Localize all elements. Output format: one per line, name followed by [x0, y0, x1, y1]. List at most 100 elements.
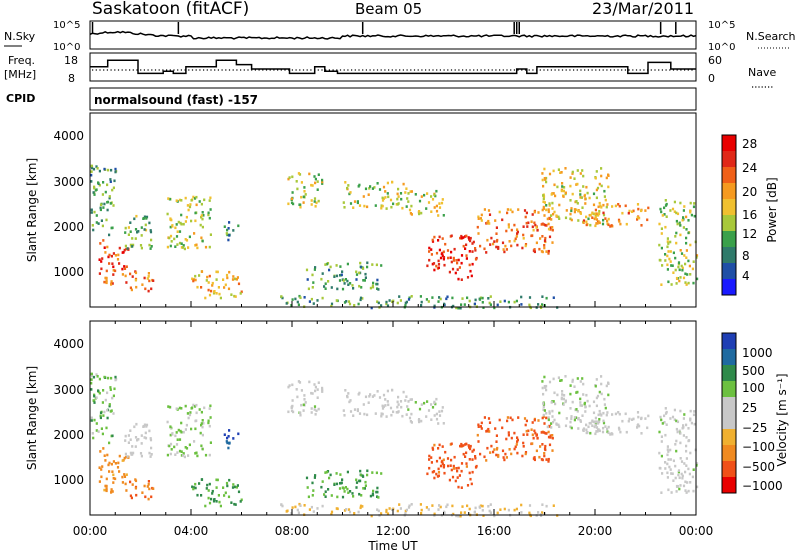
- power-cell: [211, 284, 214, 287]
- power-cell: [672, 271, 675, 274]
- power-cell: [557, 168, 560, 171]
- power-cell: [215, 292, 218, 295]
- power-cell: [676, 212, 680, 216]
- velocity-cell: [371, 471, 374, 474]
- power-cell: [669, 250, 672, 253]
- velocity-cell: [118, 454, 121, 458]
- power-cell: [239, 292, 242, 295]
- power-cell: [103, 167, 106, 171]
- cpid-panel: CPID normalsound (fast) -157: [6, 87, 697, 111]
- velocity-cell: [112, 460, 115, 463]
- noise-panel: N.Sky 10^5 10^0 10^5 10^0 N.Search: [4, 20, 796, 53]
- velocity-cell: [143, 423, 146, 427]
- power-cell: [683, 205, 686, 208]
- power-cell: [451, 296, 454, 300]
- velocity-cell: [369, 393, 372, 396]
- velocity-cell: [495, 448, 498, 451]
- velocity-cell: [420, 508, 423, 512]
- velocity-cell: [145, 423, 149, 427]
- power-cell: [592, 212, 595, 216]
- velocity-cell: [520, 503, 523, 507]
- velocity-cell: [595, 420, 598, 423]
- velocity-cell: [556, 393, 559, 397]
- power-cell: [680, 264, 683, 268]
- velocity-cell: [435, 412, 438, 416]
- velocity-cell: [385, 508, 388, 512]
- velocity-cell: [569, 425, 572, 429]
- velocity-cell: [585, 428, 588, 432]
- power-cell: [675, 282, 678, 285]
- power-cell: [191, 277, 194, 281]
- velocity-cell: [448, 478, 451, 482]
- power-cell: [198, 200, 201, 203]
- velocity-cell: [548, 443, 552, 447]
- power-cell: [288, 176, 291, 179]
- velocity-colorbar-segment: [722, 365, 736, 381]
- power-cell: [460, 278, 463, 281]
- velocity-cell: [589, 431, 592, 435]
- velocity-cell: [600, 382, 603, 386]
- power-cell: [507, 223, 510, 226]
- velocity-cell: [640, 432, 643, 435]
- power-cell: [693, 214, 696, 218]
- power-cell: [233, 294, 236, 298]
- power-cell: [603, 189, 606, 193]
- velocity-cell: [299, 411, 302, 415]
- power-cell: [685, 241, 688, 245]
- velocity-cell: [607, 381, 610, 385]
- velocity-cell: [455, 514, 458, 518]
- velocity-cell: [117, 461, 120, 465]
- power-cell: [110, 281, 113, 285]
- power-cell: [148, 279, 151, 283]
- velocity-cell: [414, 401, 417, 404]
- power-cell: [420, 304, 423, 307]
- power-cell: [494, 219, 497, 222]
- power-cell: [486, 221, 489, 225]
- velocity-cell: [576, 377, 579, 380]
- velocity-cell: [663, 421, 666, 424]
- power-cell: [311, 286, 314, 289]
- velocity-cell: [360, 473, 363, 477]
- power-cell: [131, 245, 134, 248]
- power-cell: [558, 217, 561, 220]
- power-cell: [187, 246, 190, 249]
- power-cell: [132, 243, 135, 247]
- power-cell: [433, 235, 436, 239]
- velocity-cell: [563, 394, 566, 397]
- power-cell: [335, 299, 338, 302]
- vel-cbar-tick-neg25: −25: [742, 421, 767, 435]
- power-cell: [631, 210, 634, 213]
- power-cell: [310, 297, 313, 301]
- power-cell: [118, 246, 121, 250]
- power-cell: [592, 192, 596, 196]
- velocity-cell: [595, 404, 598, 408]
- velocity-cell: [575, 416, 578, 419]
- velocity-cell: [97, 430, 100, 433]
- power-cell: [687, 219, 690, 222]
- power-cell: [460, 234, 463, 238]
- power-cell: [555, 214, 558, 217]
- power-cell: [149, 230, 153, 234]
- power-cell: [169, 244, 172, 248]
- velocity-cell: [548, 380, 552, 384]
- velocity-cell: [139, 452, 143, 455]
- power-cell: [386, 181, 389, 185]
- power-cell: [140, 234, 143, 237]
- power-cell: [342, 279, 345, 282]
- power-cell: [428, 258, 431, 262]
- power-cell: [193, 197, 197, 200]
- velocity-cell: [104, 459, 107, 462]
- velocity-cell: [543, 385, 546, 388]
- power-cell: [410, 204, 413, 208]
- velocity-cell: [476, 433, 479, 437]
- velocity-cell: [222, 486, 225, 489]
- velocity-cell: [582, 429, 585, 432]
- velocity-cell: [455, 467, 458, 470]
- velocity-cell: [522, 441, 525, 445]
- velocity-cell: [470, 482, 473, 486]
- velocity-cell: [437, 422, 440, 425]
- velocity-cell: [441, 462, 444, 466]
- power-cell: [636, 203, 640, 206]
- velocity-cell: [607, 393, 610, 397]
- velocity-cell: [558, 411, 561, 415]
